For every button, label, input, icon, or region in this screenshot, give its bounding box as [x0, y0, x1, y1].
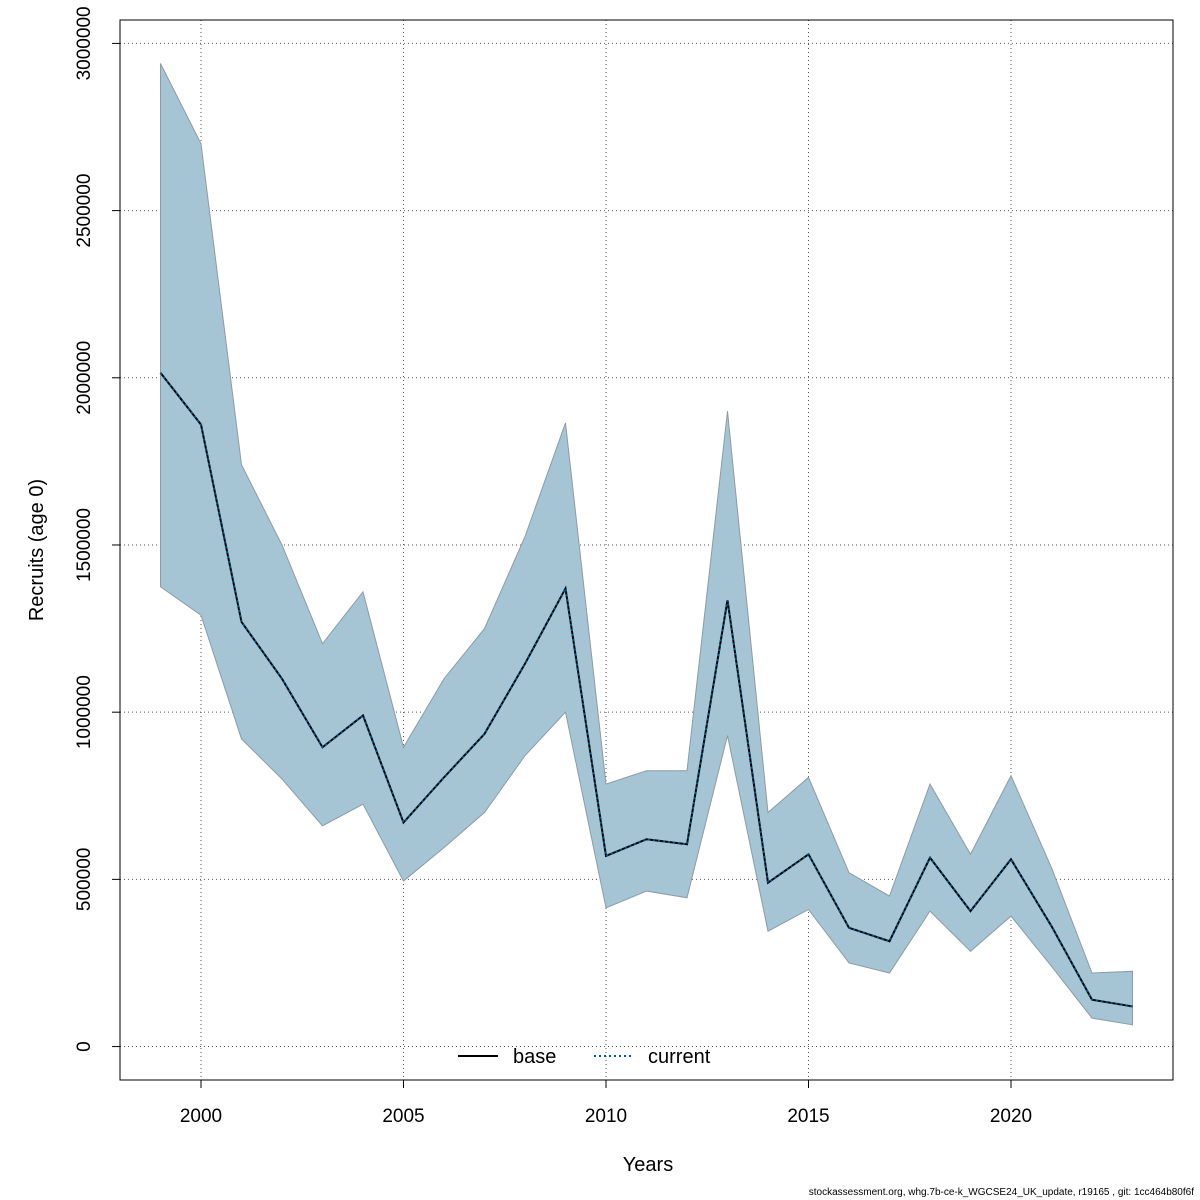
- y-tick-label-2000000: 2000000: [74, 341, 95, 415]
- legend: base current: [458, 1046, 711, 1068]
- y-tick-label-3000000: 3000000: [74, 6, 95, 80]
- confidence-band: [160, 63, 1133, 1026]
- x-tick-label-2005: 2005: [382, 1106, 424, 1127]
- legend-label-current: current: [648, 1046, 711, 1068]
- series-lines-layer: [159, 372, 1133, 1008]
- y-tick-label-0: 0: [74, 1041, 95, 1052]
- confidence-band-layer: [160, 63, 1133, 1026]
- y-tick-label-2500000: 2500000: [74, 174, 95, 248]
- x-tick-label-2020: 2020: [990, 1106, 1032, 1127]
- legend-label-base: base: [513, 1046, 556, 1068]
- y-tick-label-500000: 500000: [74, 848, 95, 911]
- y-axis-title: Recruits (age 0): [26, 479, 48, 621]
- y-axis: 0 500000 1000000 1500000 2000000 2500000 30000…: [74, 6, 121, 1052]
- y-tick-label-1500000: 1500000: [74, 508, 95, 582]
- x-axis: 2000 2005 2010 2015 2020: [180, 1079, 1032, 1127]
- series-line-current: [159, 372, 1133, 1008]
- x-axis-title: Years: [623, 1154, 673, 1176]
- y-tick-label-1000000: 1000000: [74, 675, 95, 749]
- x-tick-label-2010: 2010: [585, 1106, 627, 1127]
- x-tick-label-2015: 2015: [787, 1106, 829, 1127]
- footnote: stockassessment.org, whg.7b-ce-k_WGCSE24…: [808, 1187, 1194, 1198]
- x-tick-label-2000: 2000: [180, 1106, 222, 1127]
